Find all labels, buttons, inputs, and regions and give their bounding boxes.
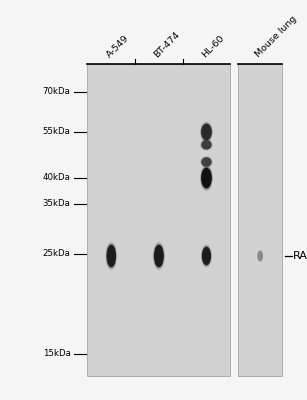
Ellipse shape <box>203 248 210 264</box>
Text: BT-474: BT-474 <box>153 30 182 59</box>
Ellipse shape <box>202 158 211 166</box>
Text: 25kDa: 25kDa <box>43 250 71 258</box>
Text: 40kDa: 40kDa <box>43 174 71 182</box>
Ellipse shape <box>201 157 212 167</box>
FancyBboxPatch shape <box>238 64 282 376</box>
Ellipse shape <box>154 242 164 270</box>
Ellipse shape <box>106 242 116 270</box>
Text: Mouse lung: Mouse lung <box>254 14 299 59</box>
Ellipse shape <box>107 244 116 268</box>
Ellipse shape <box>155 246 163 266</box>
Ellipse shape <box>202 124 211 140</box>
Ellipse shape <box>258 252 262 260</box>
Text: 55kDa: 55kDa <box>43 128 71 136</box>
Text: 70kDa: 70kDa <box>43 88 71 96</box>
Ellipse shape <box>201 167 212 189</box>
Text: A-549: A-549 <box>105 33 131 59</box>
Text: RAB5C: RAB5C <box>293 251 307 261</box>
Ellipse shape <box>201 140 212 149</box>
Ellipse shape <box>202 168 211 188</box>
Text: 35kDa: 35kDa <box>43 200 71 208</box>
Ellipse shape <box>201 245 212 267</box>
Ellipse shape <box>201 123 212 141</box>
Text: 15kDa: 15kDa <box>43 350 71 358</box>
Ellipse shape <box>201 140 212 150</box>
Ellipse shape <box>202 141 211 149</box>
Ellipse shape <box>200 122 212 142</box>
Ellipse shape <box>201 157 212 166</box>
Ellipse shape <box>258 250 263 262</box>
Ellipse shape <box>107 246 115 266</box>
FancyBboxPatch shape <box>87 64 230 376</box>
Text: HL-60: HL-60 <box>200 33 226 59</box>
Ellipse shape <box>200 166 212 190</box>
Ellipse shape <box>202 246 211 266</box>
Ellipse shape <box>258 251 262 261</box>
Ellipse shape <box>154 244 164 268</box>
